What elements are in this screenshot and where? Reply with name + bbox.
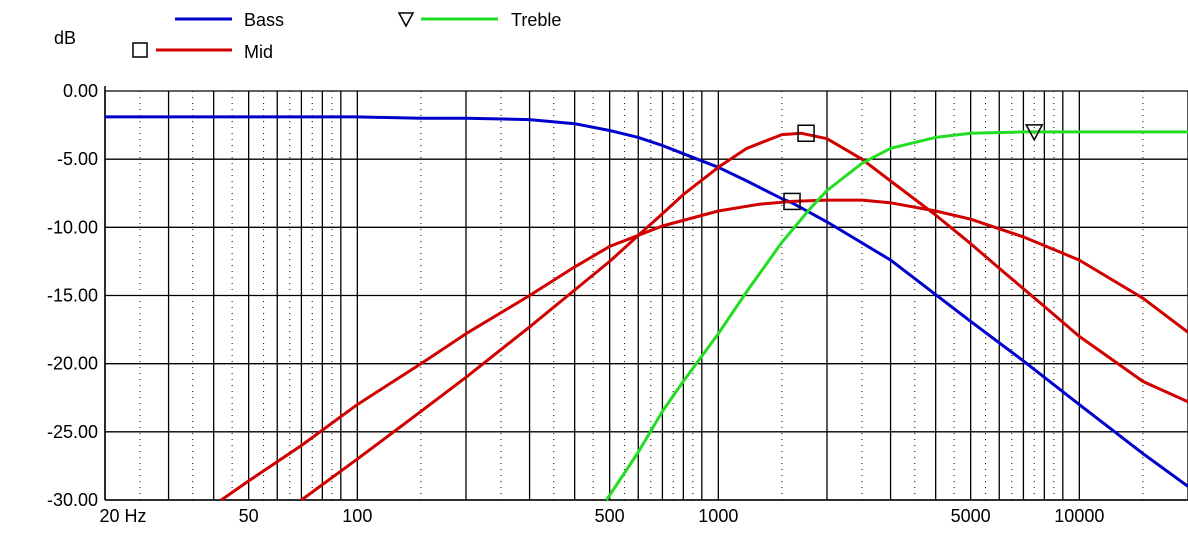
y-tick-label: 0.00 — [63, 81, 98, 101]
legend-label-treble: Treble — [511, 10, 561, 30]
y-tick-label: -30.00 — [47, 490, 98, 510]
legend-label-bass: Bass — [244, 10, 284, 30]
x-tick-label: 50 — [239, 506, 259, 526]
y-axis-label: dB — [54, 28, 76, 48]
x-tick-label: 100 — [342, 506, 372, 526]
y-tick-label: -5.00 — [57, 149, 98, 169]
x-tick-label: 1000 — [698, 506, 738, 526]
y-tick-label: -10.00 — [47, 217, 98, 237]
x-tick-label: 5000 — [951, 506, 991, 526]
y-tick-label: -25.00 — [47, 422, 98, 442]
legend-label-mid: Mid — [244, 42, 273, 62]
x-tick-label: 500 — [595, 506, 625, 526]
y-tick-label: -15.00 — [47, 286, 98, 306]
x-tick-label: 20 Hz — [99, 506, 146, 526]
y-tick-label: -20.00 — [47, 354, 98, 374]
x-tick-label: 10000 — [1054, 506, 1104, 526]
